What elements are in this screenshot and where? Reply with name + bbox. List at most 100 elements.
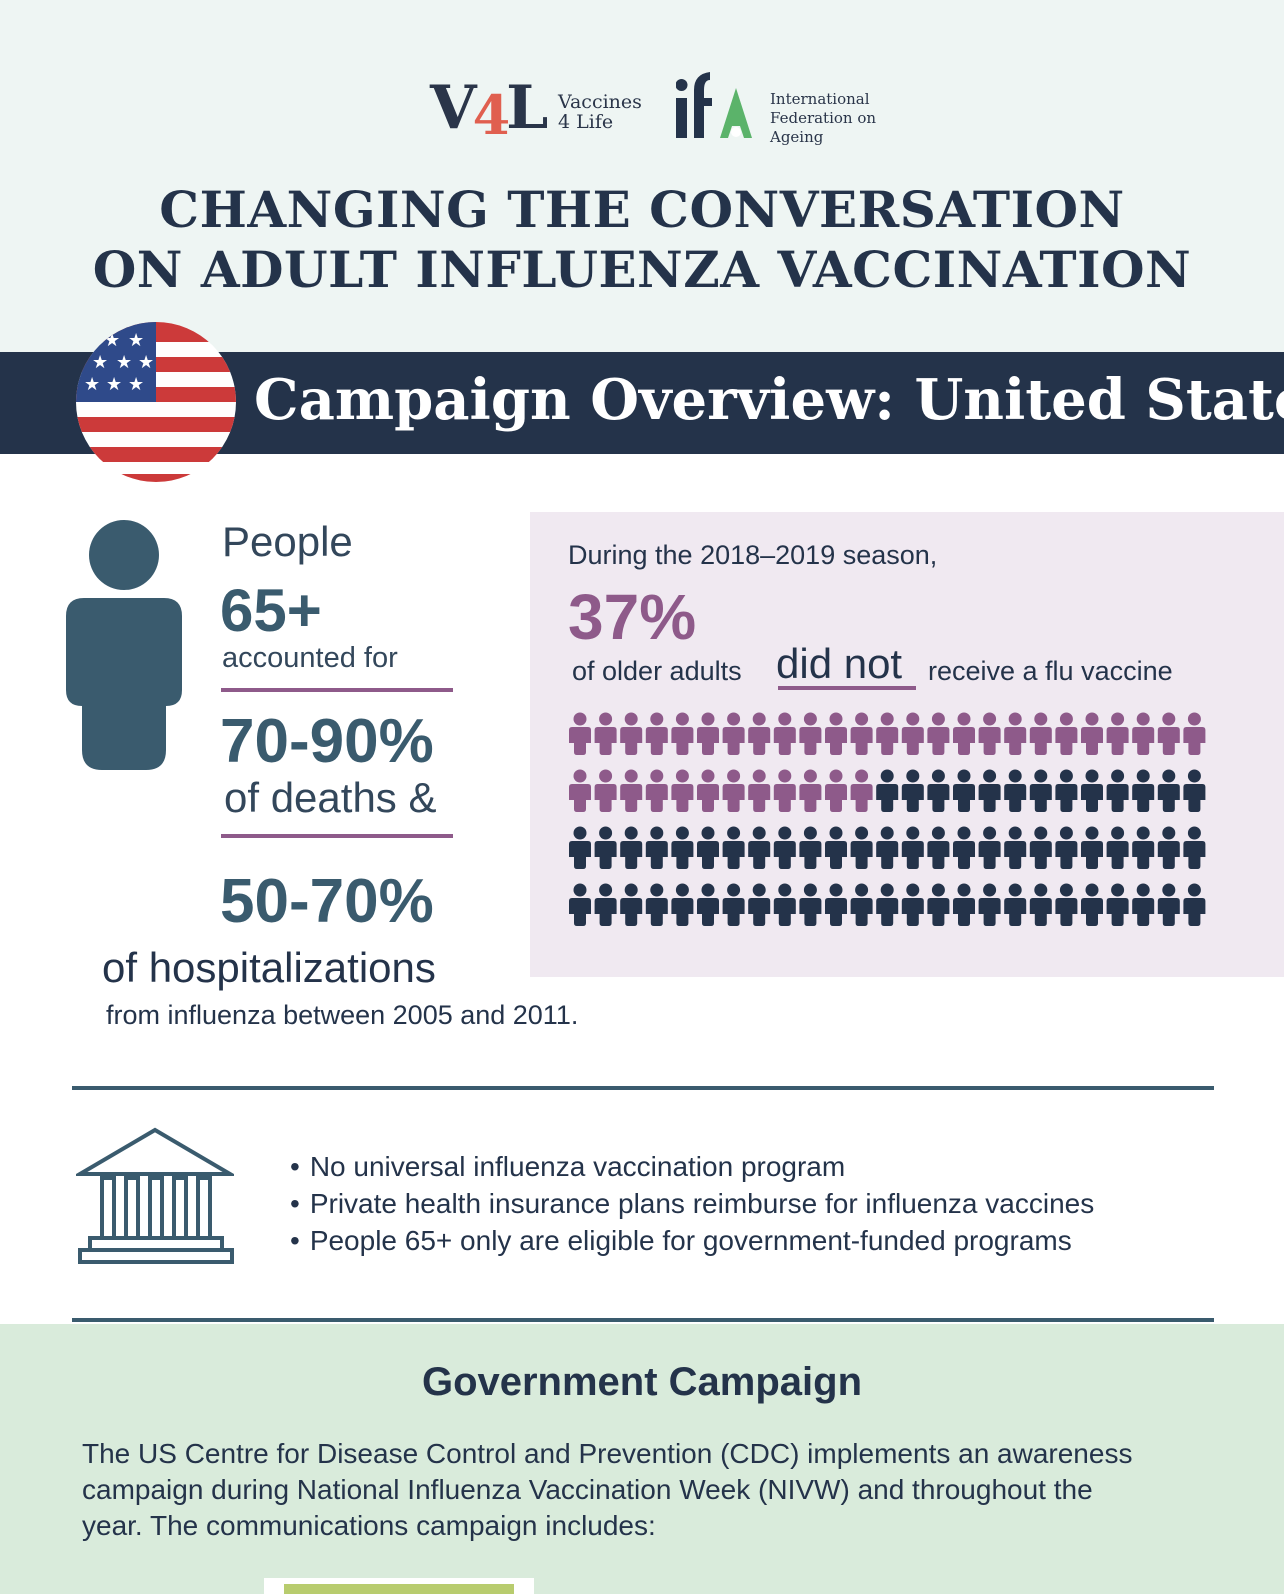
ifa-name-line2: Federation on [770,109,877,127]
person-figure-icon [697,712,719,755]
person-figure-icon [825,883,847,926]
campaign-image-thumbnail [264,1578,534,1594]
svg-text:★: ★ [128,374,144,395]
us-flag-icon: ★ ★ ★ ★ ★ ★ ★ ★ [76,322,236,482]
person-figure-icon [645,826,668,869]
person-figure-icon [1183,883,1206,926]
person-figure-icon [748,712,771,755]
person-figure-icon [927,712,950,755]
ifa-logo-text: International Federation on Ageing [770,90,876,147]
ifa-logo [676,72,752,138]
person-figure-icon [1081,826,1103,869]
person-figure-icon [569,769,591,812]
person-figure-icon [722,826,745,869]
person-figure-icon [799,712,822,755]
person-figure-icon [620,883,643,926]
person-figure-icon [1183,712,1206,755]
person-figure-icon [1132,826,1155,869]
person-figure-icon [722,769,745,812]
person-figure-icon [1055,769,1078,812]
person-figure-icon [1132,883,1155,926]
person-figure-icon [1157,883,1180,926]
government-building-icon [76,1127,234,1264]
government-campaign-title: Government Campaign [421,1360,863,1404]
person-figure-icon [850,883,873,926]
person-figure-icon [1004,769,1027,812]
person-figure-icon [1157,712,1180,755]
person-figure-icon [953,712,975,755]
person-figure-icon [1055,712,1078,755]
person-figure-icon [671,769,694,812]
person-figure-icon [569,712,591,755]
person-figure-icon [850,769,873,812]
person-figure-icon [645,769,668,812]
person-figure-icon [927,769,950,812]
person-figure-icon [1081,769,1103,812]
person-figure-icon [876,769,899,812]
person-figure-icon [1081,883,1103,926]
policy-list: No universal influenza vaccination progr… [290,1148,1094,1259]
person-figure-icon [1055,826,1078,869]
person-figure-icon [620,712,643,755]
person-figure-icon [594,769,617,812]
season-of-adults: of older adults [572,656,742,686]
person-figure-icon [1029,883,1052,926]
person-figure-icon [697,826,719,869]
person-figure-icon [1106,769,1129,812]
svg-text:★: ★ [84,374,100,395]
v4l-logo-text: Vaccines 4 Life [558,92,642,132]
person-figure-icon [1004,883,1027,926]
person-figure-icon [978,712,1001,755]
page-title-line1: CHANGING THE CONVERSATION [159,180,1125,239]
person-figure-icon [825,769,847,812]
person-figure-icon [722,712,745,755]
page-title: CHANGING THE CONVERSATION ON ADULT INFLU… [0,180,1284,300]
season-intro: During the 2018–2019 season, [568,540,938,570]
divider-line [221,834,453,838]
government-text-line3: year. The communications campaign includ… [82,1510,656,1541]
person-figure-icon [799,826,822,869]
stat-people: People [222,518,353,565]
government-text-line1: The US Centre for Disease Control and Pr… [82,1438,1133,1469]
person-figure-icon [825,712,847,755]
person-figure-icon [799,769,822,812]
ifa-name-line1: International [770,90,870,108]
person-figure-icon [773,883,796,926]
person-figure-icon [1004,712,1027,755]
person-figure-icon [876,712,899,755]
person-figure-icon [825,826,847,869]
person-figure-icon [645,712,668,755]
person-figure-icon [978,769,1001,812]
person-figure-icon [1132,769,1155,812]
person-figure-icon [953,769,975,812]
person-figure-icon [594,883,617,926]
government-campaign-text: The US Centre for Disease Control and Pr… [82,1436,1242,1544]
person-figure-icon [773,712,796,755]
person-figure-icon [1081,712,1103,755]
person-figure-icon [978,883,1001,926]
person-figure-icon [773,769,796,812]
person-figure-icon [927,826,950,869]
v4l-name-line2: 4 Life [558,111,614,133]
person-figure-icon [748,826,771,869]
person-figure-icon [1106,883,1129,926]
government-text-line2: campaign during National Influenza Vacci… [82,1474,1093,1505]
person-figure-icon [953,883,975,926]
stat-age-group: 65+ [220,577,322,644]
person-figure-icon [1183,769,1206,812]
person-figure-icon [953,826,975,869]
person-figure-icon [671,826,694,869]
svg-text:★: ★ [92,352,108,373]
svg-text:★: ★ [106,374,122,395]
policy-item: People 65+ only are eligible for governm… [290,1222,1094,1259]
policy-item: No universal influenza vaccination progr… [290,1148,1094,1185]
person-figure-icon [645,883,668,926]
season-did-not: did not [776,640,903,687]
v4l-name-line1: Vaccines [558,91,642,113]
person-figure-icon [722,883,745,926]
stat-period: from influenza between 2005 and 2011. [106,1000,579,1030]
person-figure-icon [1183,826,1206,869]
person-figure-icon [697,883,719,926]
stat-deaths-label: of deaths & [224,774,437,821]
person-figure-icon [876,826,899,869]
